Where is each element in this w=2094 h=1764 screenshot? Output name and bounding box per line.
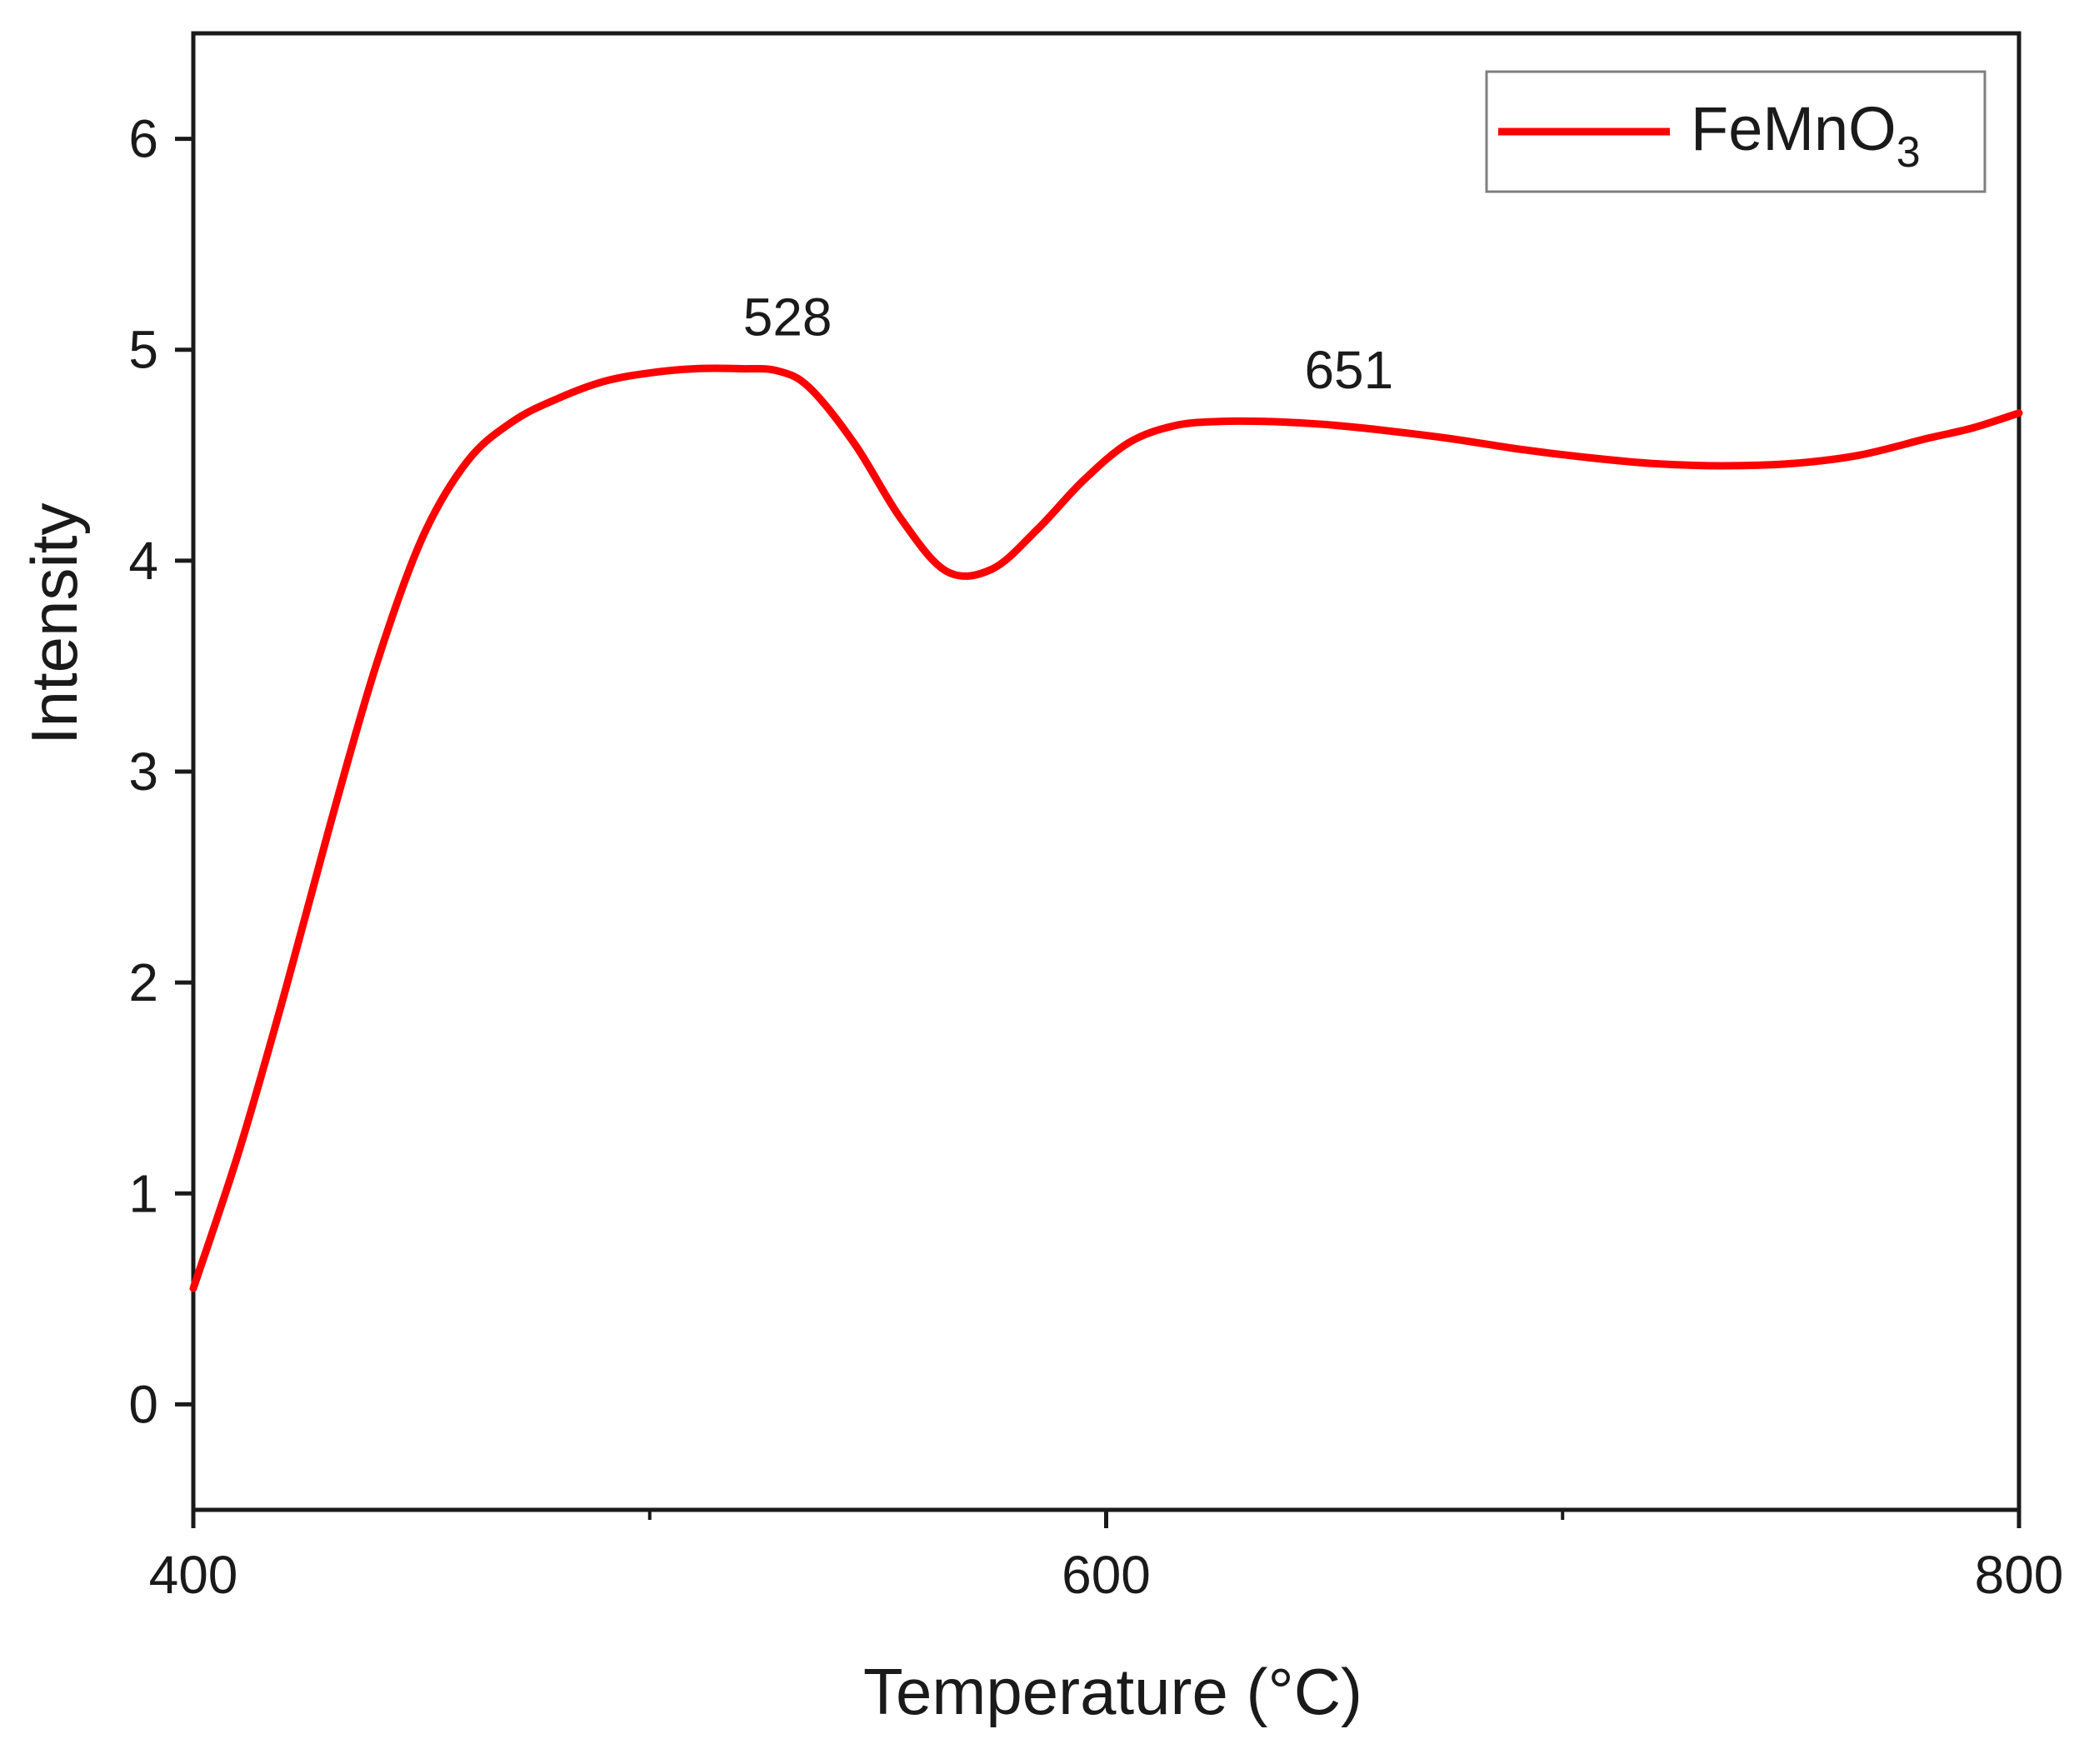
x-tick-label: 600 [1062, 1545, 1151, 1605]
legend-label-base: FeMnO [1691, 94, 1897, 163]
legend-label: FeMnO3 [1691, 94, 1921, 177]
y-tick-label: 1 [128, 1163, 158, 1223]
peak-annotation: 528 [743, 287, 832, 347]
series-line-femno3 [189, 364, 2023, 1292]
y-tick-label: 0 [128, 1374, 158, 1434]
y-tick-label: 6 [128, 109, 158, 169]
x-axis-title: Temperature (°C) [863, 1655, 1362, 1728]
x-tick-label: 400 [149, 1545, 238, 1605]
y-tick-label: 3 [128, 742, 158, 802]
annotations: 528 651 [743, 287, 1394, 399]
x-tick-label: 800 [1975, 1545, 2064, 1605]
y-axis-title: Intensity [17, 503, 91, 745]
x-axis: 400 600 800 [149, 1510, 2064, 1605]
y-tick-label: 2 [128, 952, 158, 1012]
y-axis: 0 1 2 3 4 5 6 [128, 109, 193, 1434]
legend-label-subscript: 3 [1897, 128, 1921, 177]
legend: FeMnO3 [1485, 70, 1987, 193]
peak-annotation: 651 [1304, 340, 1393, 400]
y-tick-label: 4 [128, 531, 158, 591]
plot-frame [191, 31, 2022, 1512]
y-tick-label: 5 [128, 320, 158, 380]
